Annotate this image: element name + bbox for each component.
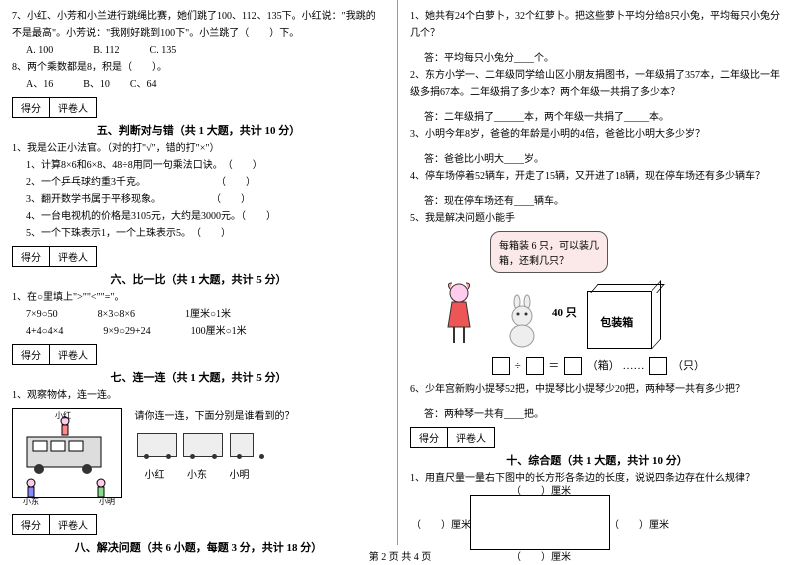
- grader-label: 评卷人: [50, 515, 96, 534]
- s6-row1: 7×9○50 8×3○8×6 1厘米○1米: [12, 306, 385, 323]
- r-q4a: 答：现在停车场还有____辆车。: [410, 193, 784, 210]
- rect-left: （ ）厘米: [411, 516, 471, 531]
- scene-n2: 小明: [99, 496, 115, 507]
- girl-icon: [440, 279, 478, 349]
- score-box-10: 得分 评卷人: [410, 427, 495, 448]
- bus-view-3: [230, 433, 254, 457]
- bunny-icon: [501, 294, 546, 349]
- name-2: 小东: [177, 466, 217, 481]
- rect-right: （ ）厘米: [609, 516, 669, 531]
- r-q2: 2、东方小学一、二年级同学给山区小朋友捐图书，一年级捐了357本，二年级比一年级…: [410, 67, 784, 101]
- score-label: 得分: [13, 98, 50, 117]
- count-40: 40 只: [552, 307, 577, 319]
- bus-options: 请你连一连，下面分别是谁看到的？ 小红 小东 小明: [135, 408, 295, 481]
- section-5-title: 五、判断对与错（共 1 大题，共计 10 分）: [12, 122, 385, 138]
- grader-label: 评卷人: [50, 345, 96, 364]
- q8-options: A、16 B、10 C、64: [12, 76, 385, 93]
- name-3: 小明: [220, 466, 260, 481]
- q8-text: 8、两个乘数都是8，积是（ ）。: [12, 59, 385, 76]
- grader-label: 评卷人: [50, 247, 96, 266]
- section-7-title: 七、连一连（共 1 大题，共计 5 分）: [12, 369, 385, 385]
- r-q1a: 答：平均每只小兔分____个。: [410, 50, 784, 67]
- score-label: 得分: [13, 515, 50, 534]
- q7-text: 7、小红、小芳和小兰进行跳绳比赛，她们跳了100、112、135下。小红说："我…: [12, 8, 385, 42]
- bubble-line2: 箱，还剩几只？: [499, 256, 569, 267]
- blank-3[interactable]: [564, 357, 582, 375]
- packing-box: 包装箱: [587, 291, 652, 349]
- name-1: 小红: [135, 466, 175, 481]
- r-q4: 4、停车场停着52辆车，开走了15辆，又开进了18辆，现在停车场还有多少辆车？: [410, 168, 784, 185]
- page-footer: 第 2 页 共 4 页: [0, 548, 800, 563]
- name-row: 小红 小东 小明: [135, 466, 295, 481]
- bubble-line1: 每箱装 6 只，可以装几: [499, 241, 599, 252]
- unit-box: （箱）: [587, 360, 620, 372]
- section-6-title: 六、比一比（共 1 大题，共计 5 分）: [12, 271, 385, 287]
- box-label: 包装箱: [600, 314, 633, 330]
- s5-3: 3、翻开数学书属于平移现象。 （ ）: [12, 191, 385, 208]
- r-q3: 3、小明今年8岁，爸爸的年龄是小明的4倍，爸爸比小明大多少岁？: [410, 126, 784, 143]
- score-box-7: 得分 评卷人: [12, 344, 97, 365]
- formula-row: ÷ ＝ （箱） …… （只）: [490, 357, 784, 375]
- blank-1[interactable]: [492, 357, 510, 375]
- bus-view-1: [137, 433, 177, 457]
- s6-stem: 1、在○里填上">""<""="。: [12, 289, 385, 306]
- blank-2[interactable]: [526, 357, 544, 375]
- s5-1: 1、计算8×6和6×8、48÷8用同一句乘法口诀。 （ ）: [12, 157, 385, 174]
- score-label: 得分: [411, 428, 448, 447]
- r-q6a: 答：两种琴一共有____把。: [410, 406, 784, 423]
- rect-top: （ ）厘米: [511, 482, 571, 497]
- scene-svg: [13, 409, 123, 499]
- r-q3a: 答：爸爸比小明大____岁。: [410, 151, 784, 168]
- left-column: 7、小红、小芳和小兰进行跳绳比赛，她们跳了100、112、135下。小红说："我…: [0, 0, 398, 545]
- s6-row2: 4+4○4×4 9×9○29+24 100厘米○1米: [12, 323, 385, 340]
- scene-image: 小红 小东 小明: [12, 408, 122, 498]
- bus-view-2: [183, 433, 223, 457]
- r-q6: 6、少年宫新购小提琴52把，中提琴比小提琴少20把，两种琴一共有多少把？: [410, 381, 784, 398]
- section-10-title: 十、综合题（共 1 大题，共计 10 分）: [410, 452, 784, 468]
- score-box-8: 得分 评卷人: [12, 514, 97, 535]
- grader-label: 评卷人: [50, 98, 96, 117]
- scene-top-name: 小红: [55, 410, 71, 421]
- scene-n1: 小东: [23, 496, 39, 507]
- s5-stem: 1、我是公正小法官。（对的打"√"，错的打"×"）: [12, 140, 385, 157]
- q7-options: A. 100 B. 112 C. 135: [12, 42, 385, 59]
- score-box-6: 得分 评卷人: [12, 246, 97, 267]
- s5-4: 4、一台电视机的价格是3105元，大约是3000元。（ ）: [12, 208, 385, 225]
- score-label: 得分: [13, 247, 50, 266]
- unit-zhi: （只）: [672, 360, 705, 372]
- div-sign: ÷: [515, 360, 521, 372]
- s5-5: 5、一个下珠表示1，一个上珠表示5。 （ ）: [12, 225, 385, 242]
- dots: ……: [623, 360, 645, 372]
- score-label: 得分: [13, 345, 50, 364]
- s7-stem: 1、观察物体，连一连。: [12, 387, 385, 404]
- s5-2: 2、一个乒乓球约重3千克。 （ ）: [12, 174, 385, 191]
- s7-question: 请你连一连，下面分别是谁看到的？: [135, 408, 295, 425]
- grader-label: 评卷人: [448, 428, 494, 447]
- speech-bubble: 每箱装 6 只，可以装几 箱，还剩几只？: [490, 231, 608, 273]
- blank-4[interactable]: [649, 357, 667, 375]
- s10-stem: 1、用直尺量一量右下图中的长方形各条边的长度，说说四条边存在什么规律？: [410, 470, 784, 487]
- r-q5: 5、我是解决问题小能手: [410, 210, 784, 227]
- right-column: 1、她共有24个白萝卜，32个红萝卜。把这些萝卜平均分给8只小兔，平均每只小兔分…: [398, 0, 796, 545]
- rectangle-figure: （ ）厘米 （ ）厘米 （ ）厘米 （ ）厘米: [470, 495, 610, 550]
- r-q1: 1、她共有24个白萝卜，32个红萝卜。把这些萝卜平均分给8只小兔，平均每只小兔分…: [410, 8, 784, 42]
- r-q2a: 答：二年级捐了______本，两个年级一共捐了_____本。: [410, 109, 784, 126]
- q5-graphic: 每箱装 6 只，可以装几 箱，还剩几只？ 40 只 包装箱: [440, 231, 784, 375]
- eq-sign: ＝: [548, 360, 559, 372]
- score-box-5: 得分 评卷人: [12, 97, 97, 118]
